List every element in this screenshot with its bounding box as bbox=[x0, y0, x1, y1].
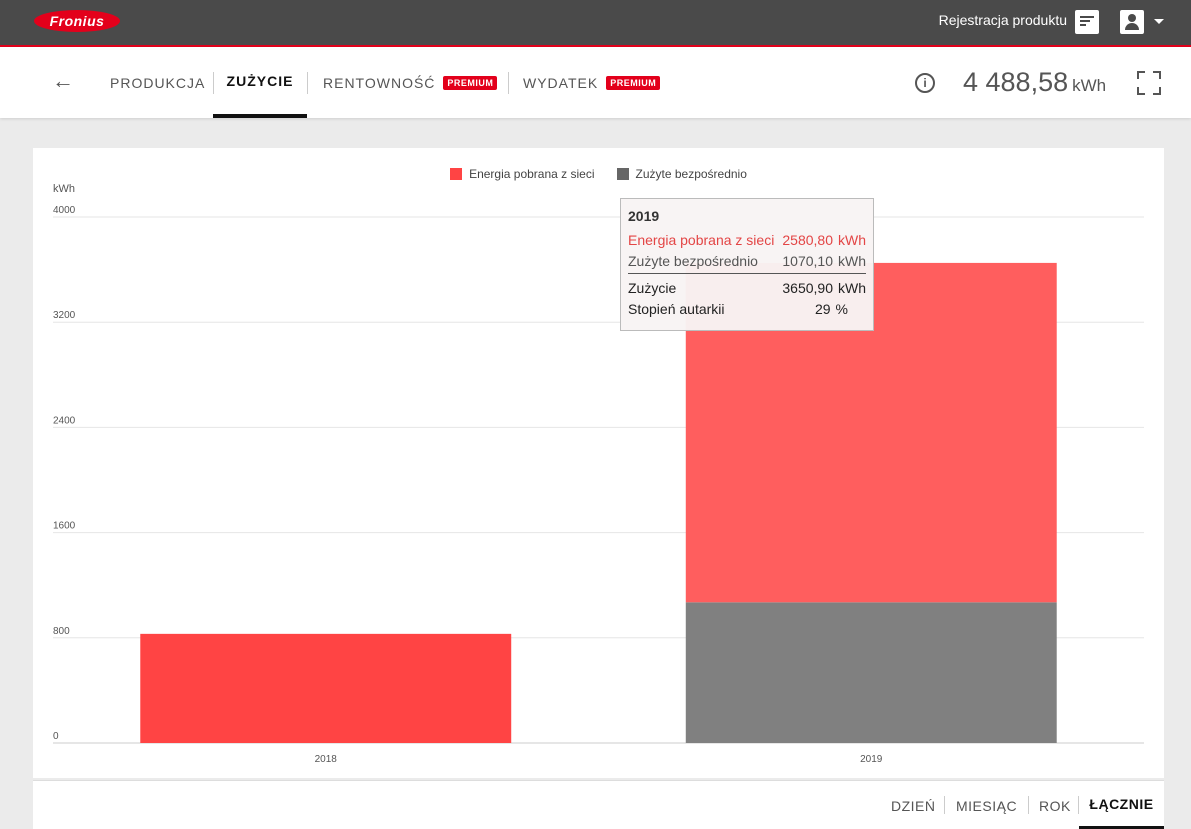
y-tick-label: 4000 bbox=[53, 205, 76, 216]
tooltip-label: Zużyte bezpośrednio bbox=[628, 253, 758, 269]
tab-label: ZUŻYCIE bbox=[226, 72, 294, 89]
tooltip-unit: kWh bbox=[838, 232, 866, 248]
tooltip-row: Stopień autarkii 29% bbox=[628, 301, 866, 322]
period-divider bbox=[1028, 796, 1029, 814]
certificate-icon[interactable] bbox=[1075, 10, 1099, 34]
tab-label: RENTOWNOŚĆ bbox=[323, 74, 436, 91]
premium-badge: PREMIUM bbox=[443, 75, 498, 90]
chevron-down-icon[interactable] bbox=[1154, 19, 1164, 24]
tooltip-label: Energia pobrana z sieci bbox=[628, 232, 775, 248]
top-bar: Fronius Rejestracja produktu bbox=[0, 0, 1191, 47]
total-value: 4 488,58 bbox=[963, 67, 1069, 97]
y-tick-label: 800 bbox=[53, 626, 70, 637]
tooltip-value: 29 bbox=[814, 301, 831, 317]
tooltip-row: Zużycie 3650,90 kWh bbox=[628, 280, 866, 301]
y-tick-label: 0 bbox=[53, 731, 59, 742]
tooltip-unit: kWh bbox=[838, 253, 866, 269]
period-tab-rok[interactable]: ROK bbox=[1039, 781, 1071, 829]
tooltip-value: 1070,10 bbox=[782, 253, 833, 269]
tab-divider bbox=[213, 72, 214, 94]
legend-item-direct[interactable]: Zużyte bezpośrednio bbox=[616, 167, 747, 181]
tooltip-row: Zużyte bezpośrednio 1070,10 kWh bbox=[628, 253, 866, 274]
period-label: MIESIĄC bbox=[956, 797, 1018, 814]
legend-swatch-direct bbox=[616, 168, 629, 180]
y-axis-unit: kWh bbox=[53, 183, 75, 195]
chart-tooltip: 2019 Energia pobrana z sieci 2580,80 kWh … bbox=[620, 198, 874, 331]
tab-produkcja[interactable]: PRODUKCJA bbox=[110, 47, 205, 118]
period-tab-lacznie[interactable]: ŁĄCZNIE bbox=[1079, 781, 1164, 829]
tab-label: WYDATEK bbox=[523, 74, 599, 91]
tab-label: PRODUKCJA bbox=[110, 74, 206, 91]
tooltip-label: Zużycie bbox=[628, 280, 677, 296]
tab-divider bbox=[307, 72, 308, 94]
period-tab-miesiac[interactable]: MIESIĄC bbox=[956, 781, 1017, 829]
tooltip-unit: kWh bbox=[838, 280, 866, 296]
register-product-label[interactable]: Rejestracja produktu bbox=[938, 12, 1067, 28]
info-icon[interactable]: i bbox=[915, 73, 935, 93]
y-tick-label: 3200 bbox=[53, 310, 76, 321]
y-tick-label: 1600 bbox=[53, 521, 76, 532]
back-arrow-icon[interactable]: ← bbox=[52, 68, 74, 93]
period-label: ROK bbox=[1039, 797, 1071, 814]
tab-divider bbox=[508, 72, 509, 94]
tab-wydatek[interactable]: WYDATEK PREMIUM bbox=[523, 47, 661, 118]
tooltip-value: 2580,80 bbox=[782, 232, 833, 248]
tab-rentownosc[interactable]: RENTOWNOŚĆ PREMIUM bbox=[323, 47, 498, 118]
period-tab-dzien[interactable]: DZIEŃ bbox=[891, 781, 936, 829]
fullscreen-icon[interactable] bbox=[1137, 71, 1161, 95]
period-divider bbox=[944, 796, 945, 814]
total-unit: kWh bbox=[1072, 76, 1107, 95]
info-glyph: i bbox=[923, 76, 927, 90]
legend-label: Zużyte bezpośrednio bbox=[635, 167, 747, 181]
x-tick-label: 2018 bbox=[315, 754, 338, 765]
x-tick-label: 2019 bbox=[860, 754, 883, 765]
chart-card: Energia pobrana z sieci Zużyte bezpośred… bbox=[33, 148, 1164, 778]
chart-legend: Energia pobrana z sieci Zużyte bezpośred… bbox=[33, 167, 1164, 181]
bar-grid-2018 bbox=[140, 633, 512, 743]
view-navigation: ← PRODUKCJA ZUŻYCIE RENTOWNOŚĆ PREMIUM W… bbox=[0, 47, 1191, 118]
premium-badge: PREMIUM bbox=[606, 75, 661, 90]
account-icon[interactable] bbox=[1120, 10, 1144, 34]
total-energy: 4 488,58 kWh bbox=[963, 67, 1106, 98]
consumption-chart: kWh 0 800 1600 2400 3200 4000 2018 2019 bbox=[53, 183, 1144, 765]
bar-direct-2019 bbox=[685, 602, 1057, 743]
legend-item-grid[interactable]: Energia pobrana z sieci bbox=[450, 167, 595, 181]
tooltip-unit: % bbox=[835, 301, 848, 317]
logo-text: Fronius bbox=[49, 13, 105, 29]
legend-swatch-grid bbox=[450, 168, 463, 180]
tooltip-row: Energia pobrana z sieci 2580,80 kWh bbox=[628, 232, 866, 253]
tooltip-title: 2019 bbox=[628, 208, 660, 224]
tooltip-label: Stopień autarkii bbox=[628, 301, 725, 317]
period-label: ŁĄCZNIE bbox=[1089, 795, 1154, 812]
y-tick-label: 2400 bbox=[53, 415, 76, 426]
period-divider bbox=[1078, 796, 1079, 814]
period-label: DZIEŃ bbox=[891, 797, 936, 814]
period-selector: DZIEŃ MIESIĄC ROK ŁĄCZNIE bbox=[33, 780, 1164, 829]
tooltip-value: 3650,90 bbox=[782, 280, 833, 296]
legend-label: Energia pobrana z sieci bbox=[469, 167, 595, 181]
tab-zuzycie[interactable]: ZUŻYCIE bbox=[213, 47, 307, 118]
fronius-logo[interactable]: Fronius bbox=[34, 10, 120, 32]
